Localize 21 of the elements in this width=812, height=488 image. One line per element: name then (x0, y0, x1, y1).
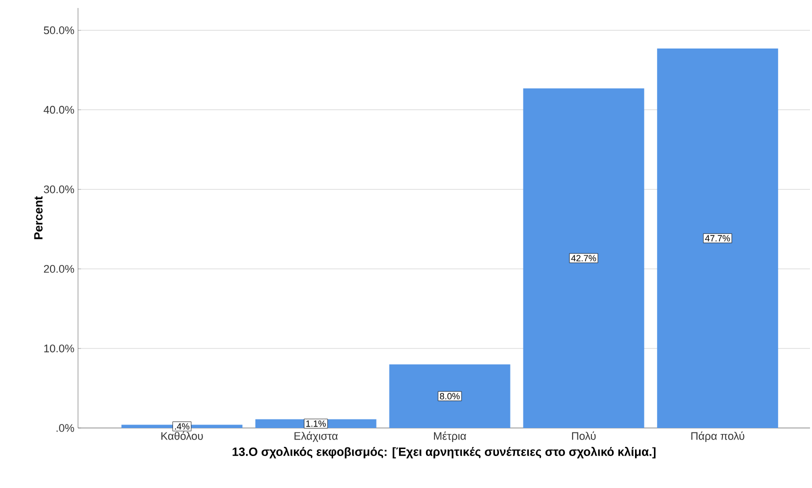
data-label: .4% (175, 423, 190, 430)
y-tick-label: 10.0% (44, 344, 74, 352)
x-tick-label: Καθόλου (161, 432, 203, 440)
bar (523, 88, 644, 428)
x-tick-label: Ελάχιστα (294, 432, 338, 442)
y-tick-label: 40.0% (44, 106, 74, 114)
data-label: 47.7% (705, 235, 730, 242)
y-tick-label: 50.0% (44, 26, 74, 34)
bar (657, 48, 778, 428)
x-tick-label: Πάρα πολύ (691, 432, 744, 442)
x-tick-label: Μέτρια (434, 432, 466, 442)
x-axis-title: 13.Ο σχολικός εκφοβισμός: [Έχει αρνητικές συνέπειες στο σχολικό κλίμα.] (232, 446, 656, 458)
y-tick-label: 30.0% (44, 185, 74, 194)
y-tick-label: .0% (56, 424, 74, 432)
data-label: 1.1% (306, 420, 326, 427)
y-axis-title: Percent (34, 196, 43, 240)
data-label: 42.7% (571, 254, 596, 262)
data-label: 8.0% (440, 392, 460, 400)
x-tick-label: Πολύ (572, 432, 596, 440)
y-tick-label: 20.0% (44, 265, 74, 273)
bar (389, 364, 510, 428)
